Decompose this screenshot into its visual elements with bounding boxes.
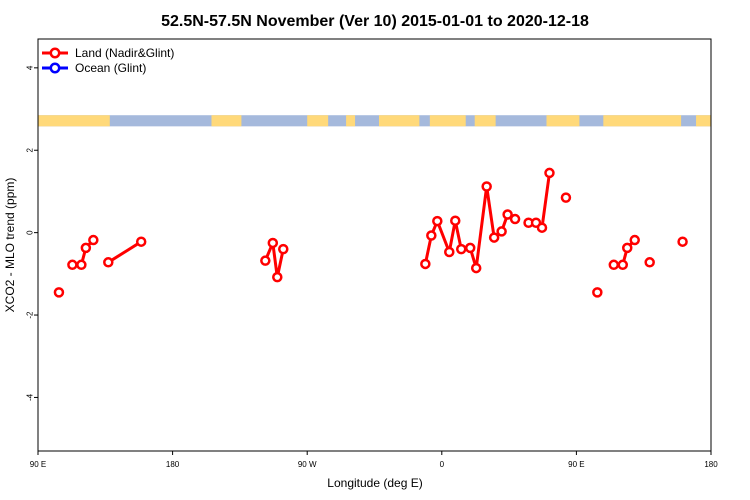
series-0-point-4-11 — [502, 209, 513, 220]
y-tick-label-3: 2 — [26, 147, 35, 152]
strip-land-0 — [38, 115, 110, 127]
series-0-point-4-8 — [481, 181, 492, 192]
y-axis-label: XCO2 - MLO trend (ppm) — [3, 178, 17, 313]
series-0-point-8-1 — [617, 259, 629, 271]
legend-label-ocean: Ocean (Glint) — [75, 61, 146, 75]
series-0-line-3 — [263, 241, 285, 279]
y-tick-label-1: -2 — [26, 311, 35, 319]
series-0-point-4-6 — [464, 242, 476, 254]
series-0-point-6-0 — [560, 192, 572, 203]
strip-land-6 — [474, 115, 496, 127]
series-0-point-3-0 — [260, 255, 271, 266]
series-0-point-7-0 — [592, 287, 603, 298]
x-tick-label-5: 180 — [704, 460, 718, 469]
legend-marker-ocean — [49, 62, 61, 74]
y-tick-label-2: 0 — [26, 230, 35, 235]
series-0-point-4-3 — [444, 246, 455, 258]
series-0-point-4-7 — [470, 262, 482, 274]
legend-label-land: Land (Nadir&Glint) — [75, 46, 174, 60]
strip-land-5 — [429, 115, 466, 127]
series-0-point-4-0 — [420, 258, 431, 270]
series-0-point-9-0 — [644, 257, 655, 268]
series-0-point-5-3 — [544, 167, 555, 179]
x-axis-label: Longitude (deg E) — [327, 476, 422, 490]
series-0-point-4-5 — [455, 243, 467, 255]
series-0-point-10-0 — [677, 236, 688, 247]
series-0-point-4-9 — [488, 232, 500, 243]
strip-land-1 — [211, 115, 242, 127]
legend: Land (Nadir&Glint) Ocean (Glint) — [42, 46, 174, 75]
strip-land-8 — [603, 115, 682, 127]
series-0-point-2-1 — [135, 236, 147, 247]
series-0-point-4-1 — [426, 230, 437, 241]
x-tick-label-4: 90 E — [568, 460, 584, 469]
series-0-point-3-1 — [267, 237, 279, 249]
strip-land-4 — [378, 115, 420, 127]
y-tick-label-4: 4 — [26, 65, 35, 70]
x-tick-label-3: 0 — [440, 460, 445, 469]
x-tick-label-1: 180 — [166, 460, 180, 469]
series-0-point-8-2 — [621, 242, 633, 254]
series-0-point-2-0 — [103, 257, 114, 268]
series-0-point-8-3 — [629, 234, 640, 246]
series-0-point-1-0 — [67, 259, 78, 271]
series-0-point-1-3 — [88, 234, 99, 246]
series-0-point-5-2 — [536, 222, 548, 233]
series-0-line-2 — [107, 240, 142, 264]
strip-land-3 — [346, 115, 356, 127]
x-tick-label-0: 90 E — [30, 460, 46, 469]
series-0-point-1-2 — [80, 242, 92, 254]
strip-land-7 — [546, 115, 580, 127]
series-0-point-8-0 — [608, 259, 620, 271]
plot-frame — [37, 38, 712, 452]
series-0-point-4-2 — [432, 215, 443, 227]
series-0-point-4-4 — [450, 215, 461, 226]
axis-ticks: 90 E 180 90 W 0 90 E 180 -4 -2 0 2 4 — [26, 65, 719, 469]
land-ocean-strip — [38, 115, 711, 127]
y-tick-label-0: -4 — [26, 393, 35, 401]
series-0-point-3-2 — [272, 271, 283, 283]
chart-title: 52.5N-57.5N November (Ver 10) 2015-01-01… — [161, 13, 589, 30]
series-0-point-4-12 — [509, 213, 521, 225]
strip-land-2 — [307, 115, 329, 127]
series-0-point-0-0 — [53, 287, 65, 298]
strip-ocean — [38, 115, 711, 127]
series-0-point-4-10 — [496, 226, 507, 237]
legend-marker-land — [49, 47, 61, 59]
x-tick-label-2: 90 W — [298, 460, 317, 469]
series-layer — [53, 167, 688, 298]
series-0-point-1-1 — [76, 259, 87, 271]
series-0-point-3-3 — [278, 243, 289, 255]
strip-land-9 — [696, 115, 711, 127]
